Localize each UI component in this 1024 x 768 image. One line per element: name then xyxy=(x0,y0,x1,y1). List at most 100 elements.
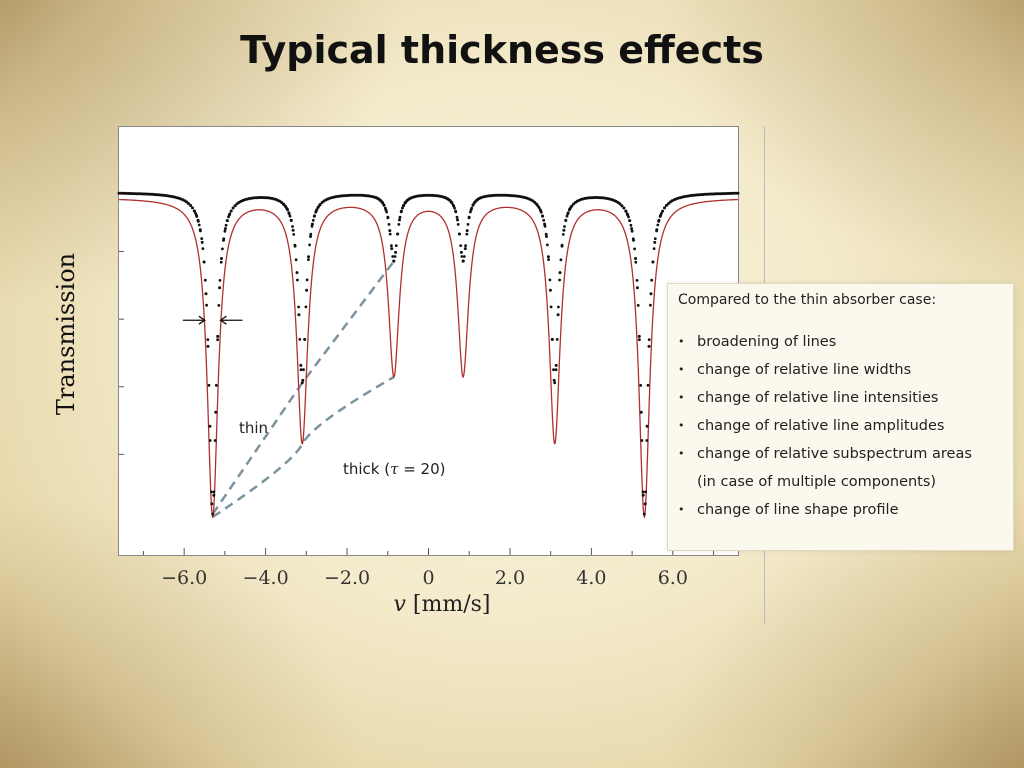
series-thin-point xyxy=(624,210,628,213)
series-thin-point xyxy=(565,214,569,218)
x-tick-label: 2.0 xyxy=(495,567,525,589)
series-thin-point xyxy=(293,243,297,247)
series-thin-point xyxy=(382,203,386,207)
series-thin-point xyxy=(385,210,388,214)
series-thin-point xyxy=(216,334,220,338)
series-thin-point xyxy=(309,232,313,236)
comparison-box: Compared to the thin absorber case: • bro… xyxy=(667,283,1014,551)
series-thin-point xyxy=(227,215,230,219)
x-tick-label: −4.0 xyxy=(243,567,289,589)
series-thin-point xyxy=(641,493,645,497)
series-thin-point xyxy=(225,219,229,222)
series-thin-point xyxy=(311,218,315,222)
series-thin-point xyxy=(637,334,641,338)
series-thin-point xyxy=(208,424,212,428)
series-thin-point xyxy=(650,278,654,282)
series-thin-point xyxy=(466,223,470,226)
series-thin-point xyxy=(458,232,461,236)
y-axis-ticks xyxy=(119,251,124,455)
series-thin-point xyxy=(386,215,390,219)
series-thin-point xyxy=(409,196,413,200)
series-thin-point xyxy=(292,233,296,236)
series-thin-point xyxy=(625,212,629,216)
series-thin-point xyxy=(388,232,392,236)
y-axis-label: Transmission xyxy=(52,252,80,416)
series-thin-point xyxy=(456,223,460,226)
series-thin-point xyxy=(194,212,197,215)
series-thin-point xyxy=(219,260,223,264)
effect-item: • broadening of lines xyxy=(678,328,1003,356)
series-thin-point xyxy=(189,204,193,207)
series-thin-point xyxy=(652,247,656,250)
series-thin-point xyxy=(630,227,634,231)
series-thin-point xyxy=(641,490,645,494)
effect-item: • change of relative line amplitudes xyxy=(678,412,1003,440)
series-thin-point xyxy=(660,212,663,215)
series-thin-point xyxy=(300,381,304,385)
series-thin-point xyxy=(544,232,548,236)
series-thin-point xyxy=(388,229,392,233)
series-thin-point xyxy=(557,305,560,309)
series-thin-point xyxy=(314,210,318,214)
series-thin-point xyxy=(634,257,637,260)
series-thin-point xyxy=(402,203,406,207)
series-thin-point xyxy=(187,202,191,206)
series-thin-point xyxy=(296,278,299,282)
series-thin-point xyxy=(450,201,454,205)
series-thick-line xyxy=(118,198,739,519)
series-thin-point xyxy=(460,255,464,258)
series-thin-point xyxy=(656,223,660,227)
mossbauer-spectrum-chart: −6.0 −4.0 −2.0 0 2.0 4.0 6.0 thin thick (τ = 2… xyxy=(117,191,740,589)
series-thin-point xyxy=(387,223,391,226)
series-thin-point xyxy=(214,384,218,387)
series-thin-point xyxy=(211,512,215,516)
series-thin-point xyxy=(649,303,652,307)
series-thin-point xyxy=(390,244,393,248)
series-thin-point xyxy=(233,204,237,208)
series-thin-point xyxy=(459,250,463,254)
series-thin-point xyxy=(564,219,568,222)
series-thin-point xyxy=(559,258,563,262)
series-thin-point xyxy=(223,227,227,231)
series-thin-point xyxy=(635,286,639,290)
series-thin-point xyxy=(554,363,558,367)
series-thin-point xyxy=(630,229,634,233)
series-thin-point xyxy=(220,257,223,260)
series-thin-point xyxy=(478,196,482,200)
series-thin-point xyxy=(289,219,293,222)
x-tick-label: 6.0 xyxy=(658,567,688,589)
series-thin-point xyxy=(661,209,665,213)
series-thin-point xyxy=(223,229,227,233)
x-axis-ticks: −6.0 −4.0 −2.0 0 2.0 4.0 6.0 xyxy=(142,548,715,589)
series-thin-point xyxy=(548,288,552,292)
series-thin-point xyxy=(639,384,643,387)
series-thin-point xyxy=(381,201,385,205)
comparison-heading: Compared to the thin absorber case: xyxy=(678,292,937,308)
x-tick-label: 0 xyxy=(422,567,434,589)
series-thin-point xyxy=(563,225,566,228)
bullet: • xyxy=(678,419,685,432)
series-thin-point xyxy=(633,247,636,251)
series-thin-point xyxy=(286,208,289,212)
series-thin-point xyxy=(554,368,558,372)
series-thin-point xyxy=(556,313,560,317)
arrow-right-head xyxy=(219,315,227,325)
series-thin-point xyxy=(558,271,562,275)
series-thin-point xyxy=(568,208,571,212)
series-thin-point xyxy=(199,229,202,233)
series-thin-point xyxy=(200,237,204,240)
series-thin-point xyxy=(558,278,561,282)
series-thin-point xyxy=(543,222,547,226)
series-thin-point xyxy=(307,258,310,261)
series-thin-point xyxy=(545,235,548,238)
series-thin-point xyxy=(401,206,404,210)
series-thin-point xyxy=(628,219,632,222)
thick-label: thick (τ = 20) xyxy=(343,460,445,478)
series-thin-point xyxy=(192,209,196,213)
series-thin-point xyxy=(461,259,465,263)
series-thin-point xyxy=(309,235,312,238)
x-tick-label: −2.0 xyxy=(324,567,370,589)
series-thin-point xyxy=(546,243,549,247)
series-thin-point xyxy=(205,303,208,307)
series-thin-point xyxy=(298,338,302,341)
